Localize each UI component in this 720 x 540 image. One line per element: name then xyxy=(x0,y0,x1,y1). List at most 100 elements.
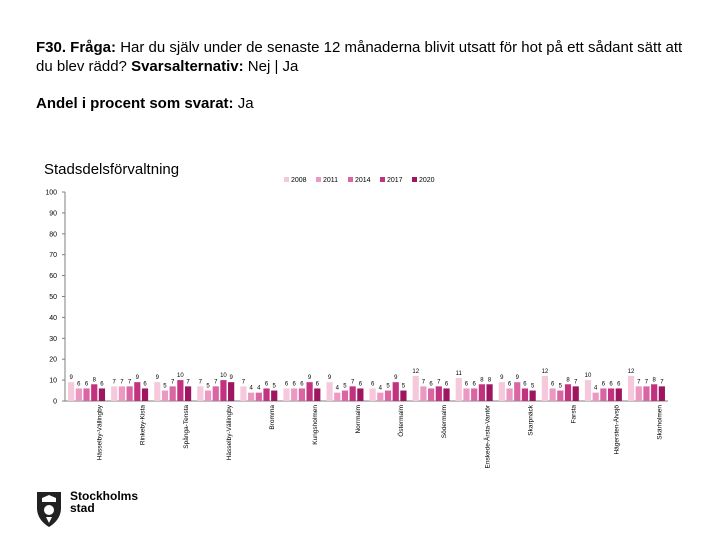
y-tick-label: 30 xyxy=(49,336,57,343)
bar xyxy=(557,390,564,401)
question-heading: F30. Fråga: Har du själv under de senast… xyxy=(36,38,696,76)
y-tick-label: 70 xyxy=(49,252,57,259)
y-tick-label: 10 xyxy=(49,378,57,385)
bar xyxy=(651,384,658,401)
data-label: 6 xyxy=(551,381,555,387)
data-label: 12 xyxy=(628,369,635,375)
data-label: 4 xyxy=(336,386,340,392)
question-code: F30. Fråga: xyxy=(36,39,117,56)
bar xyxy=(635,386,642,401)
legend-swatch xyxy=(316,177,321,182)
bar xyxy=(306,382,313,401)
bar xyxy=(529,390,536,401)
data-label: 7 xyxy=(120,379,124,385)
bar xyxy=(334,392,341,401)
data-label: 9 xyxy=(308,375,312,381)
logo-text: Stockholms stad xyxy=(70,490,138,514)
bar xyxy=(658,386,665,401)
data-label: 10 xyxy=(585,373,592,379)
category-label: Norrmalm xyxy=(355,405,362,434)
data-label: 9 xyxy=(394,375,398,381)
category-label: Farsta xyxy=(570,405,577,424)
bar xyxy=(435,386,442,401)
question-text: Har du själv under de senaste 12 månader… xyxy=(36,39,683,75)
data-label: 6 xyxy=(285,381,289,387)
bar xyxy=(291,388,298,401)
data-label: 6 xyxy=(265,381,269,387)
data-label: 8 xyxy=(93,377,97,383)
data-label: 7 xyxy=(422,379,426,385)
data-label: 6 xyxy=(371,381,375,387)
bar xyxy=(126,386,133,401)
bar xyxy=(584,380,592,401)
legend-swatch xyxy=(380,177,385,182)
data-label: 7 xyxy=(199,379,203,385)
data-label: 5 xyxy=(163,384,167,390)
legend-label: 2014 xyxy=(355,177,371,184)
data-label: 5 xyxy=(386,384,390,390)
data-label: 9 xyxy=(229,375,233,381)
bar xyxy=(141,388,149,401)
legend-label: 2011 xyxy=(323,177,338,184)
data-label: 12 xyxy=(542,369,549,375)
bar xyxy=(169,386,176,401)
y-tick-label: 0 xyxy=(53,399,57,406)
bar xyxy=(420,386,427,401)
bar xyxy=(521,388,529,401)
y-tick-label: 100 xyxy=(45,190,57,197)
data-label: 7 xyxy=(171,379,175,385)
bar xyxy=(283,388,290,401)
data-label: 6 xyxy=(300,381,304,387)
chart-title: Stadsdelsförvaltning xyxy=(44,161,180,178)
stockholm-logo: Stockholms stad xyxy=(34,490,154,530)
data-label: 7 xyxy=(437,379,441,385)
data-label: 6 xyxy=(523,381,527,387)
bar xyxy=(271,390,278,401)
answer-text: Nej | Ja xyxy=(243,58,299,75)
data-label: 4 xyxy=(257,386,261,392)
data-label: 6 xyxy=(473,381,477,387)
data-label: 7 xyxy=(574,379,578,385)
bar xyxy=(349,386,356,401)
data-label: 6 xyxy=(143,381,147,387)
y-tick-label: 50 xyxy=(49,294,57,301)
bar xyxy=(455,378,462,401)
bar xyxy=(228,382,235,401)
data-label: 8 xyxy=(652,377,656,383)
data-label: 5 xyxy=(273,384,277,390)
data-label: 9 xyxy=(516,375,520,381)
bar xyxy=(248,392,255,401)
bar xyxy=(118,386,126,401)
data-label: 9 xyxy=(328,375,332,381)
legend-swatch xyxy=(284,177,289,182)
data-label: 6 xyxy=(85,381,89,387)
data-label: 9 xyxy=(500,375,504,381)
data-label: 6 xyxy=(465,381,469,387)
bar xyxy=(184,386,192,401)
category-label: Rinkeby-Kista xyxy=(140,405,147,445)
bar xyxy=(240,386,247,401)
bar xyxy=(154,382,161,401)
legend-label: 2017 xyxy=(387,177,403,184)
data-label: 7 xyxy=(128,379,132,385)
y-tick-label: 40 xyxy=(49,315,57,322)
data-label: 5 xyxy=(559,384,563,390)
y-tick-label: 80 xyxy=(49,231,57,238)
bar xyxy=(161,390,169,401)
data-label: 7 xyxy=(186,379,190,385)
bar xyxy=(412,375,419,401)
category-label: Östermalm xyxy=(397,405,405,437)
bar xyxy=(506,388,513,401)
category-label: Enskede-Årsta-Vantör xyxy=(482,404,491,468)
data-label: 6 xyxy=(429,381,433,387)
bar xyxy=(392,382,399,401)
data-label: 7 xyxy=(637,379,641,385)
bar xyxy=(478,384,485,401)
subtitle-value: Ja xyxy=(233,95,254,112)
data-label: 5 xyxy=(343,384,347,390)
bar xyxy=(463,388,470,401)
data-label: 10 xyxy=(177,373,184,379)
data-label: 8 xyxy=(480,377,484,383)
category-label: Hägersten-Älvsjö xyxy=(612,405,620,455)
